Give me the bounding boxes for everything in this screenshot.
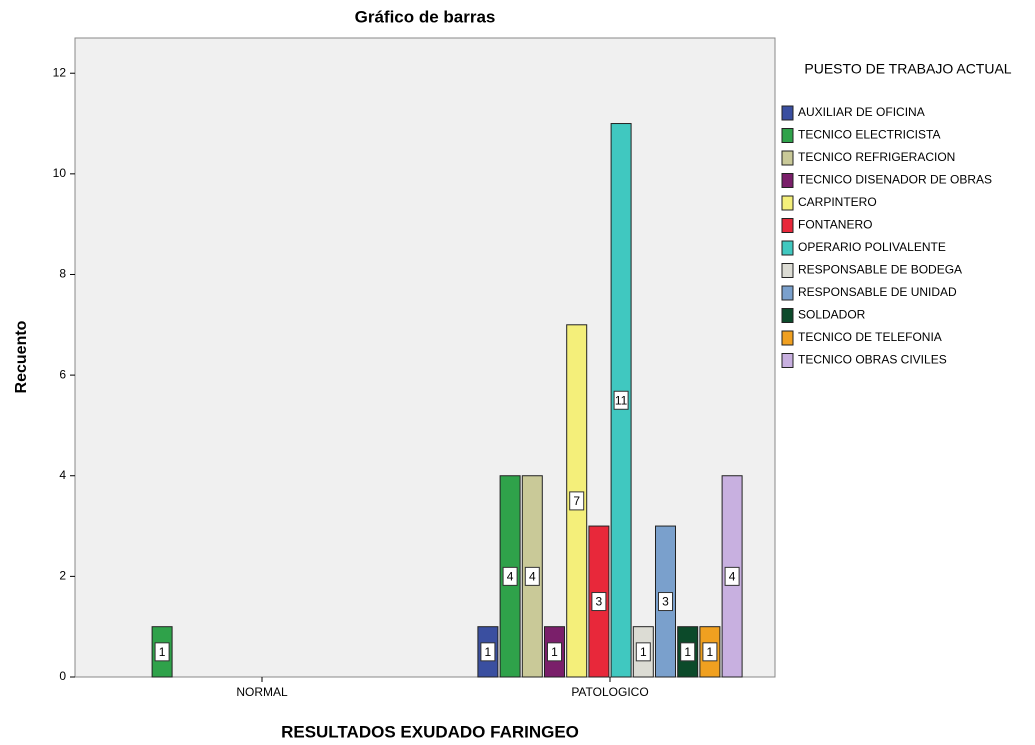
data-label: 7 <box>573 494 580 508</box>
legend-swatch <box>781 173 794 188</box>
y-axis-label: Recuento <box>13 320 30 393</box>
data-label: 11 <box>615 393 628 407</box>
data-label: 4 <box>529 570 536 584</box>
data-label: 3 <box>596 595 603 609</box>
legend-swatch <box>781 105 794 121</box>
legend-swatch <box>781 150 794 166</box>
chart-title: Gráfico de barras <box>355 7 496 26</box>
data-label-box <box>724 566 740 586</box>
legend-swatch <box>781 308 794 323</box>
data-label-box <box>480 642 496 662</box>
legend-label: OPERARIO POLIVALENTE <box>798 240 946 254</box>
legend-swatch <box>781 330 794 346</box>
data-label: 4 <box>507 570 514 584</box>
data-label-box <box>502 566 518 586</box>
data-label-box <box>547 642 562 662</box>
y-tick-label: 4 <box>59 468 66 482</box>
data-label-box <box>524 566 540 586</box>
data-label-box <box>613 390 629 410</box>
data-label: 1 <box>640 645 647 659</box>
x-axis-label: RESULTADOS EXUDADO FARINGEO <box>281 722 579 741</box>
data-label: 3 <box>662 595 669 609</box>
legend-swatch <box>781 285 794 301</box>
legend-swatch <box>781 240 794 256</box>
legend-swatch <box>781 195 794 211</box>
legend-label: CARPINTERO <box>798 195 877 209</box>
legend-label: RESPONSABLE DE UNIDAD <box>798 285 957 299</box>
legend-label: TECNICO REFRIGERACION <box>798 150 955 164</box>
data-label-box <box>702 642 718 662</box>
data-label-box <box>569 491 585 511</box>
legend-label: TECNICO DE TELEFONIA <box>798 330 942 344</box>
legend-label: TECNICO OBRAS CIVILES <box>798 353 947 367</box>
y-tick-label: 0 <box>59 669 66 683</box>
legend-label: AUXILIAR DE OFICINA <box>798 105 925 119</box>
data-label: 4 <box>729 570 736 584</box>
data-label: 1 <box>485 645 492 659</box>
legend-label: FONTANERO <box>798 218 872 232</box>
legend-swatch <box>781 353 794 368</box>
y-tick-label: 10 <box>53 166 67 180</box>
legend-label: TECNICO DISENADOR DE OBRAS <box>798 173 992 187</box>
y-tick-label: 2 <box>59 569 66 583</box>
y-tick-label: 6 <box>59 367 66 381</box>
y-tick-label: 8 <box>59 267 66 281</box>
x-tick-label: NORMAL <box>236 685 288 699</box>
data-label-box <box>591 592 607 612</box>
legend-label: SOLDADOR <box>798 308 866 322</box>
legend-label: TECNICO ELECTRICISTA <box>798 128 940 142</box>
data-label-box <box>658 592 673 612</box>
legend-swatch <box>781 263 794 278</box>
data-label: 1 <box>707 645 714 659</box>
legend-title: PUESTO DE TRABAJO ACTUAL <box>804 61 1011 77</box>
legend-swatch <box>781 128 794 143</box>
data-label: 1 <box>551 645 558 659</box>
legend-label: RESPONSABLE DE BODEGA <box>798 263 962 277</box>
data-label: 1 <box>684 645 691 659</box>
x-tick-label: PATOLOGICO <box>571 685 648 699</box>
data-label-box <box>680 642 696 662</box>
legend-swatch <box>781 218 794 233</box>
y-tick-label: 12 <box>53 65 67 79</box>
data-label: 1 <box>159 645 166 659</box>
data-label-box <box>154 642 170 662</box>
data-label-box <box>635 642 651 662</box>
